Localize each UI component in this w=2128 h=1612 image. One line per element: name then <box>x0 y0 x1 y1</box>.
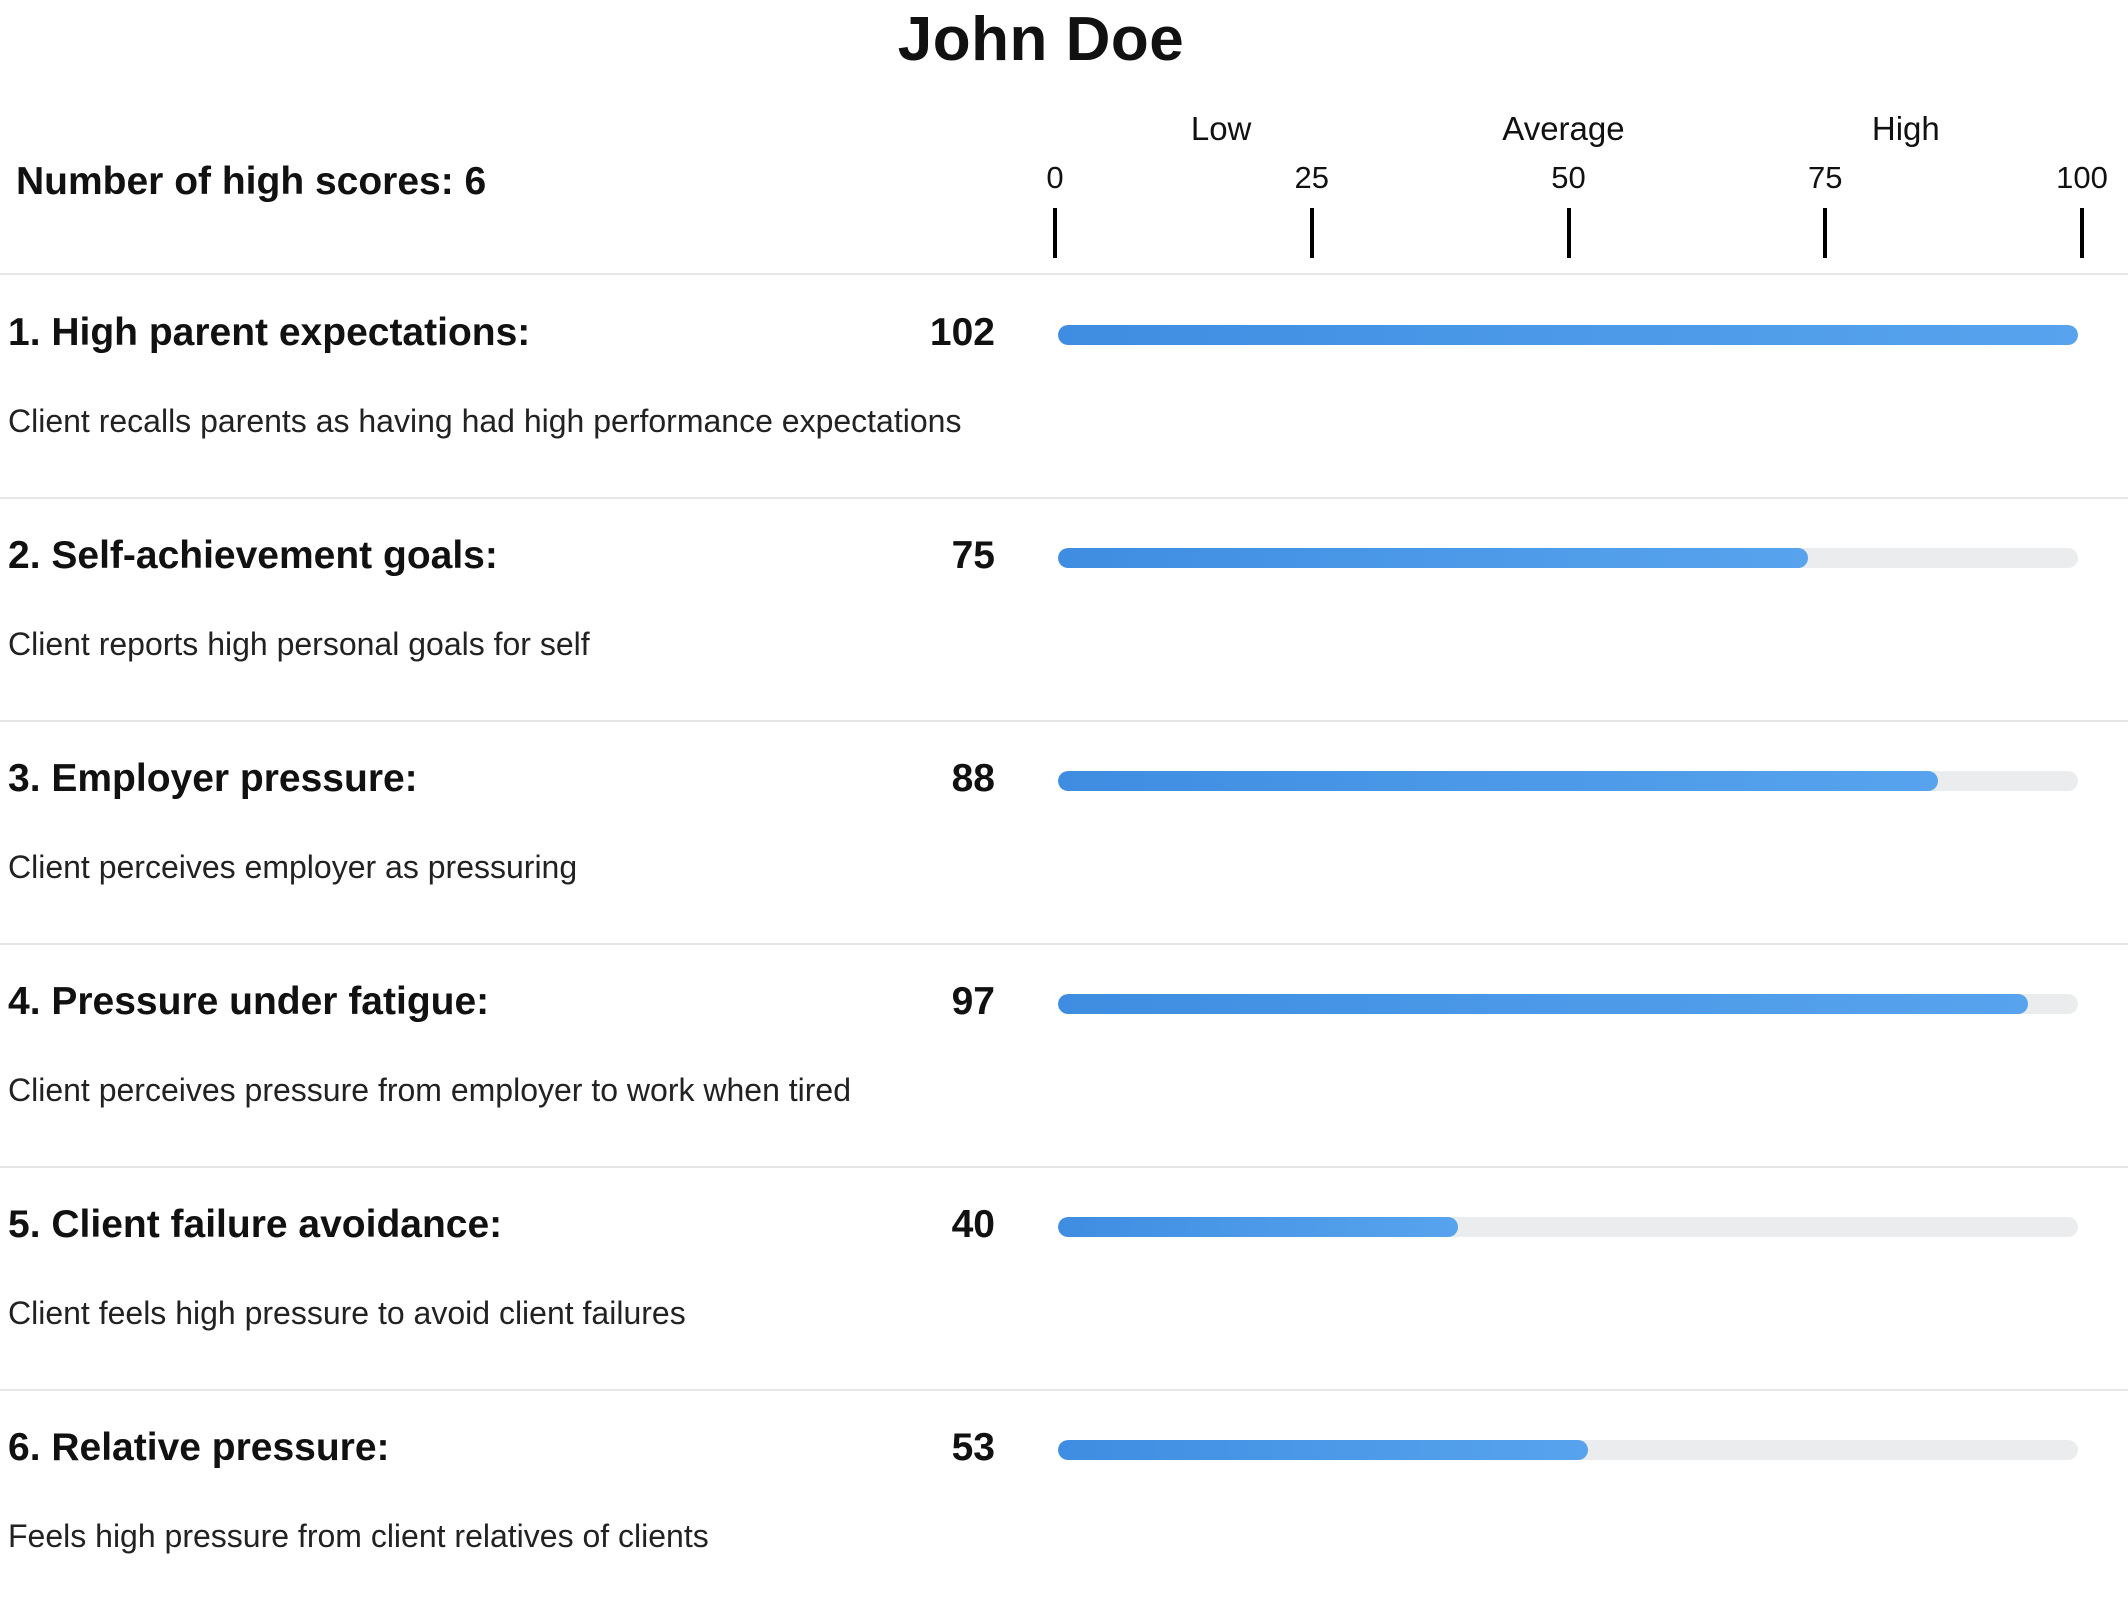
score-row: 2. Self-achievement goals: 75 Client repor… <box>0 498 2128 722</box>
score-bar-fill <box>1058 994 2028 1014</box>
row-title: 5. Client failure avoidance: <box>8 1203 503 1246</box>
scale-band-label: Low <box>1190 110 1252 147</box>
score-row: 5. Client failure avoidance: 40 Client fee… <box>0 1167 2128 1391</box>
scale-tick-mark <box>2080 208 2084 258</box>
score-bar-fill <box>1058 1217 1458 1237</box>
score-row: 3. Employer pressure: 88 Client perceives … <box>0 721 2128 945</box>
scale-tick-label: 100 <box>2056 160 2108 195</box>
score-bar-track <box>1058 548 2078 568</box>
row-description: Feels high pressure from client relative… <box>8 1518 709 1554</box>
row-description: Client perceives pressure from employer … <box>8 1072 851 1108</box>
score-bar-fill <box>1058 548 1808 568</box>
row-title: 4. Pressure under fatigue: <box>8 980 490 1023</box>
report-title: John Doe <box>897 5 1185 74</box>
row-description: Client feels high pressure to avoid clie… <box>8 1295 686 1331</box>
scale-tick-label: 0 <box>1046 160 1064 195</box>
score-row: 1. High parent expectations: 102 Client re… <box>0 275 2128 499</box>
score-bar-track <box>1058 771 2078 791</box>
scale-band-label: Average <box>1502 110 1625 147</box>
scale-tick-mark <box>1053 208 1057 258</box>
scale-tick-label: 50 <box>1551 160 1586 195</box>
row-score: 97 <box>951 980 995 1023</box>
score-scale: Low Average High 0 25 50 75 100 <box>1046 110 2108 260</box>
row-title: 3. Employer pressure: <box>8 757 418 800</box>
score-bar-track <box>1058 1440 2078 1460</box>
row-score: 88 <box>951 757 995 800</box>
high-scores-count: Number of high scores: 6 <box>16 160 487 203</box>
score-bar-track <box>1058 325 2078 345</box>
score-bar-track <box>1058 1217 2078 1237</box>
row-score: 40 <box>951 1203 995 1246</box>
score-row: 6. Relative pressure: 53 Feels high pressu… <box>0 1390 2128 1612</box>
row-title: 6. Relative pressure: <box>8 1426 390 1469</box>
scale-tick-mark <box>1566 208 1571 258</box>
scale-tick-mark <box>1823 208 1828 258</box>
row-score: 53 <box>951 1426 995 1469</box>
score-bar-fill <box>1058 1440 1588 1460</box>
row-description: Client reports high personal goals for s… <box>8 626 590 662</box>
score-bar-track <box>1058 994 2078 1014</box>
row-description: Client perceives employer as pressuring <box>8 849 578 885</box>
scale-tick-label: 25 <box>1294 160 1329 195</box>
score-bar-fill <box>1058 325 2078 345</box>
header-divider <box>0 273 2128 275</box>
row-title: 2. Self-achievement goals: <box>8 534 498 577</box>
row-title: 1. High parent expectations: <box>8 311 531 354</box>
scale-tick-label: 75 <box>1808 160 1843 195</box>
row-score: 102 <box>929 311 995 354</box>
score-bar-fill <box>1058 771 1938 791</box>
scale-tick-mark <box>1309 208 1314 258</box>
row-description: Client recalls parents as having had hig… <box>8 403 962 439</box>
score-row: 4. Pressure under fatigue: 97 Client perce… <box>0 944 2128 1168</box>
scale-band-label: High <box>1871 110 1940 147</box>
row-score: 75 <box>951 534 995 577</box>
